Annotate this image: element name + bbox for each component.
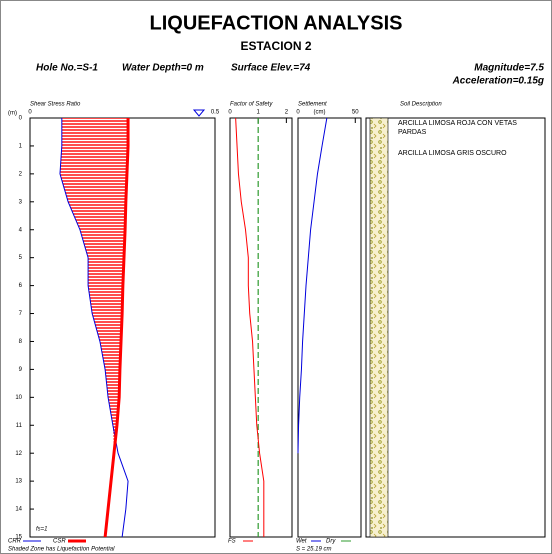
y-tick-label: 8 [19,339,23,345]
y-tick-label: 1 [19,144,23,150]
series-line [297,117,328,454]
y-tick-label: 7 [19,311,23,317]
x-tick-label: 50 [352,110,359,116]
title: LIQUEFACTION ANALYSIS [150,12,403,34]
panel-box [229,117,293,538]
legend-label: Dry [326,539,336,545]
y-tick-label: 5 [19,255,23,261]
x-unit: (cm) [314,110,326,116]
y-tick-label: 13 [15,479,22,485]
y-tick-label: 3 [19,199,23,205]
y-tick-label: 6 [19,283,23,289]
panel-box [297,117,362,538]
panel-title: Shear Stress Ratio [30,102,81,108]
water-depth: Water Depth=0 m [122,63,204,74]
legend-label: FS [228,539,236,545]
y-tick-label: 4 [19,227,23,233]
series-line [59,118,129,538]
y-tick-label: 15 [15,535,22,541]
y-tick-label: 14 [15,507,22,513]
y-tick-label: 10 [15,395,22,401]
legend-label: CRR [8,539,22,545]
panel-title: Settlement [298,102,327,108]
y-tick-label: 12 [15,451,22,457]
x-tick-label: 0.5 [211,110,220,116]
x-tick-label: 0 [28,110,32,116]
x-tick-label: 2 [285,110,289,116]
y-tick-label: 9 [19,367,23,373]
panel-title: Factor of Safety [230,102,273,108]
y-label: (m) [8,111,17,117]
legend-label: CSR [53,539,66,545]
soil-panel [365,117,546,538]
y-tick-label: 11 [16,423,23,429]
magnitude: Magnitude=7.5 [474,63,544,74]
soil-title: Soil Description [400,102,442,108]
soil-layer: ARCILLA LIMOSA ROJA CON VETAS PARDAS [398,120,517,136]
x-tick-label: 1 [257,110,261,116]
soil-column [369,117,389,538]
subtitle: ESTACION 2 [240,39,311,53]
note: Shaded Zone has Liquefaction Potential [8,547,115,553]
acceleration: Acceleration=0.15g [452,76,544,87]
surface-elev: Surface Elev.=74 [231,63,311,74]
x-tick-label: 0 [296,110,300,116]
x-tick-label: 0 [228,110,232,116]
y-tick-label: 0 [19,116,23,122]
legend-label: Wet [296,539,307,545]
hole: Hole No.=S-1 [36,63,98,74]
y-tick-label: 2 [19,171,23,177]
annotation: fs=1 [36,527,48,533]
water-table-icon [192,109,206,117]
series-line [103,118,130,538]
series-line [235,117,265,537]
note: S = 25.19 cm [296,547,332,553]
liquefaction-zone [59,118,129,537]
soil-layer: ARCILLA LIMOSA GRIS OSCURO [398,150,507,157]
